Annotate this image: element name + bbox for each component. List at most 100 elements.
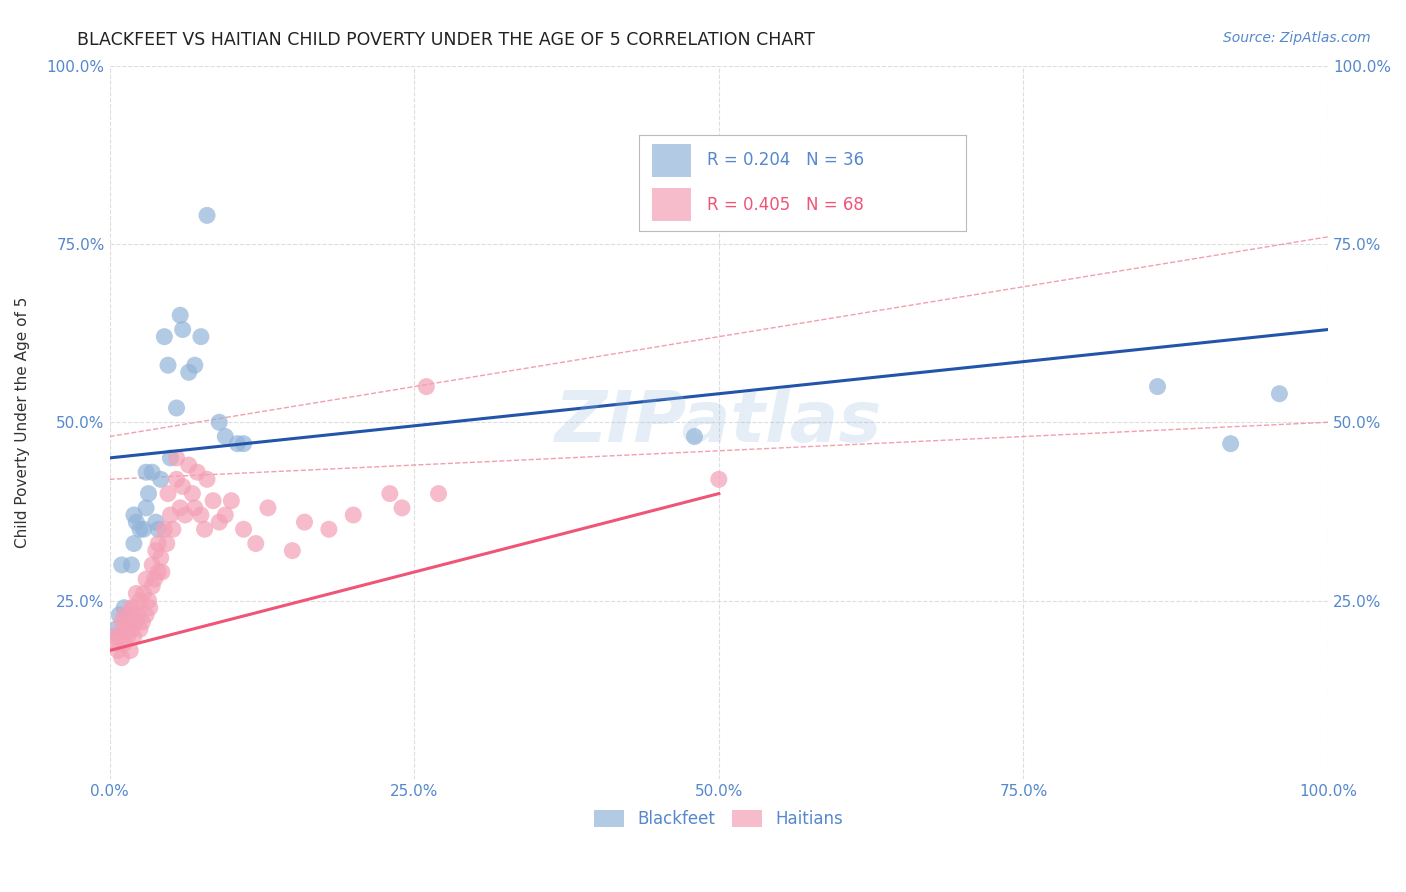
Y-axis label: Child Poverty Under the Age of 5: Child Poverty Under the Age of 5 — [15, 296, 30, 548]
Point — [139, 600, 162, 615]
Text: R = 0.204   N = 36: R = 0.204 N = 36 — [707, 152, 865, 169]
Point — [135, 465, 157, 479]
Point — [683, 429, 706, 443]
Point — [121, 600, 143, 615]
Point — [281, 543, 304, 558]
Point — [427, 486, 450, 500]
Point — [141, 579, 163, 593]
Point — [125, 615, 148, 629]
Point — [132, 586, 155, 600]
Point — [135, 500, 157, 515]
Point — [184, 358, 207, 372]
Point — [150, 565, 173, 579]
Point — [107, 643, 129, 657]
Bar — [652, 145, 692, 177]
Point — [138, 486, 160, 500]
Point — [208, 515, 231, 529]
Point — [103, 629, 125, 643]
Point — [156, 536, 179, 550]
Point — [226, 436, 249, 450]
Point — [121, 622, 143, 636]
Point — [190, 508, 212, 522]
Point — [112, 636, 135, 650]
Point — [111, 558, 134, 572]
Point — [129, 522, 152, 536]
Point — [125, 586, 148, 600]
Point — [111, 650, 134, 665]
Point — [707, 472, 730, 486]
Point — [129, 593, 152, 607]
Point — [195, 472, 218, 486]
Point — [149, 472, 172, 486]
Point — [166, 401, 188, 415]
Point — [141, 558, 163, 572]
Point — [148, 565, 170, 579]
Point — [257, 500, 280, 515]
Point — [135, 607, 157, 622]
Point — [177, 365, 200, 379]
Point — [145, 543, 167, 558]
Point — [122, 629, 145, 643]
Point — [1146, 379, 1168, 393]
Point — [104, 622, 127, 636]
Point — [141, 465, 163, 479]
Point — [415, 379, 437, 393]
Point — [1219, 436, 1241, 450]
Point — [157, 486, 180, 500]
Point — [166, 450, 188, 465]
Point — [122, 600, 145, 615]
Point — [117, 629, 139, 643]
Point — [108, 629, 131, 643]
Point — [190, 329, 212, 343]
Point — [122, 508, 145, 522]
Point — [1268, 386, 1291, 401]
Point — [208, 415, 231, 429]
Point — [112, 600, 135, 615]
Point — [172, 322, 194, 336]
Point — [135, 572, 157, 586]
Point — [117, 615, 139, 629]
Point — [294, 515, 316, 529]
Point — [159, 450, 181, 465]
Point — [342, 508, 364, 522]
Point — [245, 536, 267, 550]
Point — [172, 479, 194, 493]
Point — [145, 515, 167, 529]
Point — [111, 615, 134, 629]
Point — [181, 486, 204, 500]
Point — [166, 472, 188, 486]
Point — [131, 615, 153, 629]
Point — [112, 607, 135, 622]
Point — [157, 358, 180, 372]
Point — [153, 522, 176, 536]
Text: Source: ZipAtlas.com: Source: ZipAtlas.com — [1223, 31, 1371, 45]
Text: ZIPatlas: ZIPatlas — [555, 388, 883, 457]
Point — [153, 329, 176, 343]
Point — [195, 208, 218, 222]
Point — [129, 622, 152, 636]
Point — [149, 550, 172, 565]
Point — [214, 429, 236, 443]
Point — [232, 436, 254, 450]
Bar — [652, 188, 692, 221]
Point — [127, 607, 149, 622]
Point — [186, 465, 208, 479]
Point — [143, 572, 166, 586]
Point — [174, 508, 197, 522]
Text: BLACKFEET VS HAITIAN CHILD POVERTY UNDER THE AGE OF 5 CORRELATION CHART: BLACKFEET VS HAITIAN CHILD POVERTY UNDER… — [77, 31, 815, 49]
Point — [148, 522, 170, 536]
Point — [318, 522, 340, 536]
Point — [138, 593, 160, 607]
Point — [117, 615, 139, 629]
Point — [169, 308, 191, 322]
Point — [194, 522, 217, 536]
Legend: Blackfeet, Haitians: Blackfeet, Haitians — [588, 804, 851, 835]
Point — [184, 500, 207, 515]
Text: R = 0.405   N = 68: R = 0.405 N = 68 — [707, 195, 865, 214]
Point — [148, 536, 170, 550]
Point — [114, 622, 136, 636]
Point — [121, 558, 143, 572]
Point — [232, 522, 254, 536]
Point — [108, 607, 131, 622]
Point — [391, 500, 413, 515]
